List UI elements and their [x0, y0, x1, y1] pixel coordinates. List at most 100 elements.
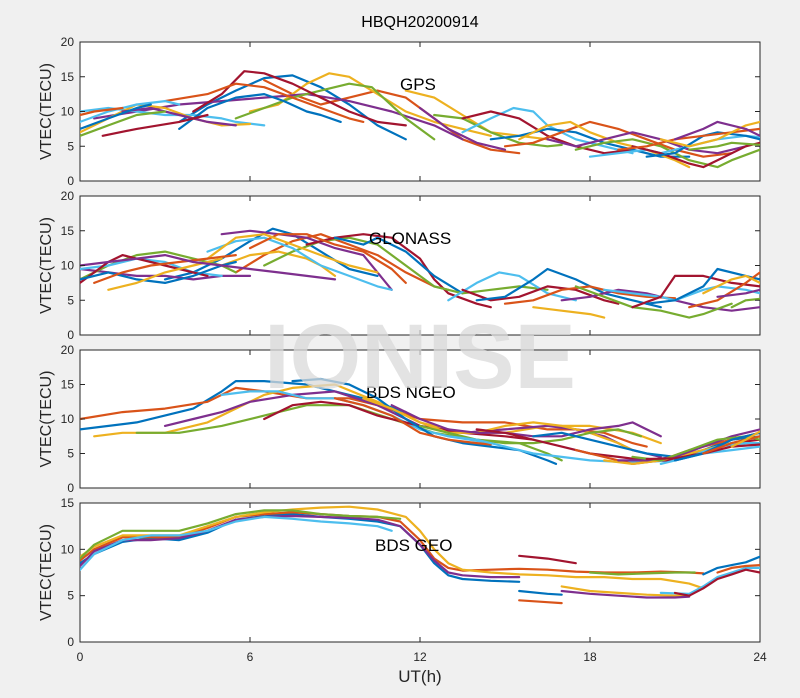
y-tick-label: 5 — [67, 293, 74, 307]
series-line — [730, 430, 760, 448]
series-line — [673, 568, 760, 597]
series-line — [80, 509, 402, 560]
series-group — [80, 227, 760, 319]
series-line — [518, 589, 563, 596]
series-line — [163, 82, 365, 124]
series-line — [80, 106, 124, 117]
series-line — [101, 113, 209, 137]
series-line — [617, 428, 760, 462]
x-tick-label: 24 — [753, 650, 767, 664]
panel-2: 0 5 10 15 20 VTEC(TECU) BDS NGEO — [38, 343, 761, 495]
series-line — [588, 571, 696, 576]
series-line — [659, 120, 760, 148]
y-tick-label: 10 — [61, 412, 75, 426]
y-axis-label: VTEC(TECU) — [38, 371, 55, 468]
series-line — [220, 229, 393, 291]
series-line — [80, 514, 521, 579]
panels-container: 0 5 10 15 20 VTEC(TECU) GPS 0 5 10 15 20 VTEC(TECU) G… — [38, 35, 767, 664]
panel-1: 0 5 10 15 20 VTEC(TECU) GLONASS — [38, 189, 761, 342]
series-line — [702, 435, 760, 455]
series-line — [461, 110, 634, 155]
series-line — [631, 274, 760, 309]
series-line — [206, 236, 393, 291]
series-line — [688, 271, 760, 309]
series-line — [546, 131, 747, 155]
series-line — [93, 254, 237, 284]
x-axis-label: UT(h) — [398, 667, 441, 686]
y-tick-label: 5 — [67, 589, 74, 603]
series-line — [532, 306, 606, 319]
y-tick-label: 5 — [67, 447, 74, 461]
series-line — [461, 106, 634, 155]
y-tick-label: 10 — [61, 105, 75, 119]
y-tick-label: 20 — [61, 189, 75, 203]
series-line — [178, 92, 342, 130]
x-tick-label: 0 — [77, 650, 84, 664]
series-line — [362, 397, 634, 452]
panel-label: GPS — [400, 75, 436, 94]
series-group — [80, 70, 760, 169]
series-line — [461, 285, 620, 305]
y-tick-label: 5 — [67, 139, 74, 153]
y-tick-label: 15 — [61, 496, 75, 510]
series-line — [333, 236, 464, 295]
y-axis-label: VTEC(TECU) — [38, 524, 55, 621]
series-line — [716, 563, 760, 574]
series-line — [418, 106, 507, 151]
x-tick-label: 6 — [247, 650, 254, 664]
series-line — [333, 397, 492, 446]
panel-label: GLONASS — [369, 229, 451, 248]
panel-0: 0 5 10 15 20 VTEC(TECU) GPS — [38, 35, 761, 188]
y-tick-label: 15 — [61, 70, 75, 84]
series-line — [433, 285, 549, 295]
series-line — [730, 297, 760, 309]
series-line — [659, 566, 760, 595]
series-line — [503, 120, 733, 158]
series-line — [518, 554, 577, 565]
series-line — [93, 383, 662, 445]
series-line — [234, 82, 436, 141]
x-tick-label: 18 — [583, 650, 597, 664]
series-line — [80, 103, 152, 130]
series-line — [503, 285, 677, 305]
y-tick-label: 20 — [61, 35, 75, 49]
series-line — [305, 233, 492, 309]
series-group — [80, 377, 760, 465]
series-line — [631, 141, 760, 169]
series-line — [560, 589, 691, 599]
series-line — [673, 431, 760, 462]
y-tick-label: 15 — [61, 224, 75, 238]
series-line — [80, 110, 167, 137]
y-tick-label: 0 — [67, 174, 74, 188]
series-line — [206, 233, 379, 274]
series-line — [80, 515, 393, 571]
plot-area — [79, 41, 761, 182]
series-group — [80, 505, 760, 605]
series-line — [121, 106, 237, 127]
y-tick-label: 10 — [61, 259, 75, 273]
series-line — [688, 141, 760, 151]
chart-title: HBQH20200914 — [361, 14, 479, 31]
series-line — [588, 134, 760, 158]
series-line — [80, 99, 181, 124]
y-axis-label: VTEC(TECU) — [38, 217, 55, 314]
series-line — [702, 274, 760, 295]
y-tick-label: 0 — [67, 328, 74, 342]
panel-label: BDS NGEO — [366, 383, 456, 402]
series-line — [702, 555, 760, 576]
series-line — [603, 285, 760, 302]
series-line — [475, 267, 662, 309]
series-line — [617, 127, 760, 151]
watermark-text: IONISE — [264, 306, 576, 408]
series-line — [263, 400, 535, 441]
series-line — [418, 424, 643, 445]
series-line — [673, 120, 760, 141]
series-line — [560, 585, 691, 597]
y-tick-label: 0 — [67, 481, 74, 495]
panel-3: 0 5 10 15 0 6 12 18 24 VTEC(TECU) BDS GEO — [38, 496, 767, 664]
series-line — [263, 79, 521, 155]
series-line — [390, 404, 662, 438]
series-line — [518, 120, 691, 169]
x-tick-label: 12 — [413, 650, 427, 664]
